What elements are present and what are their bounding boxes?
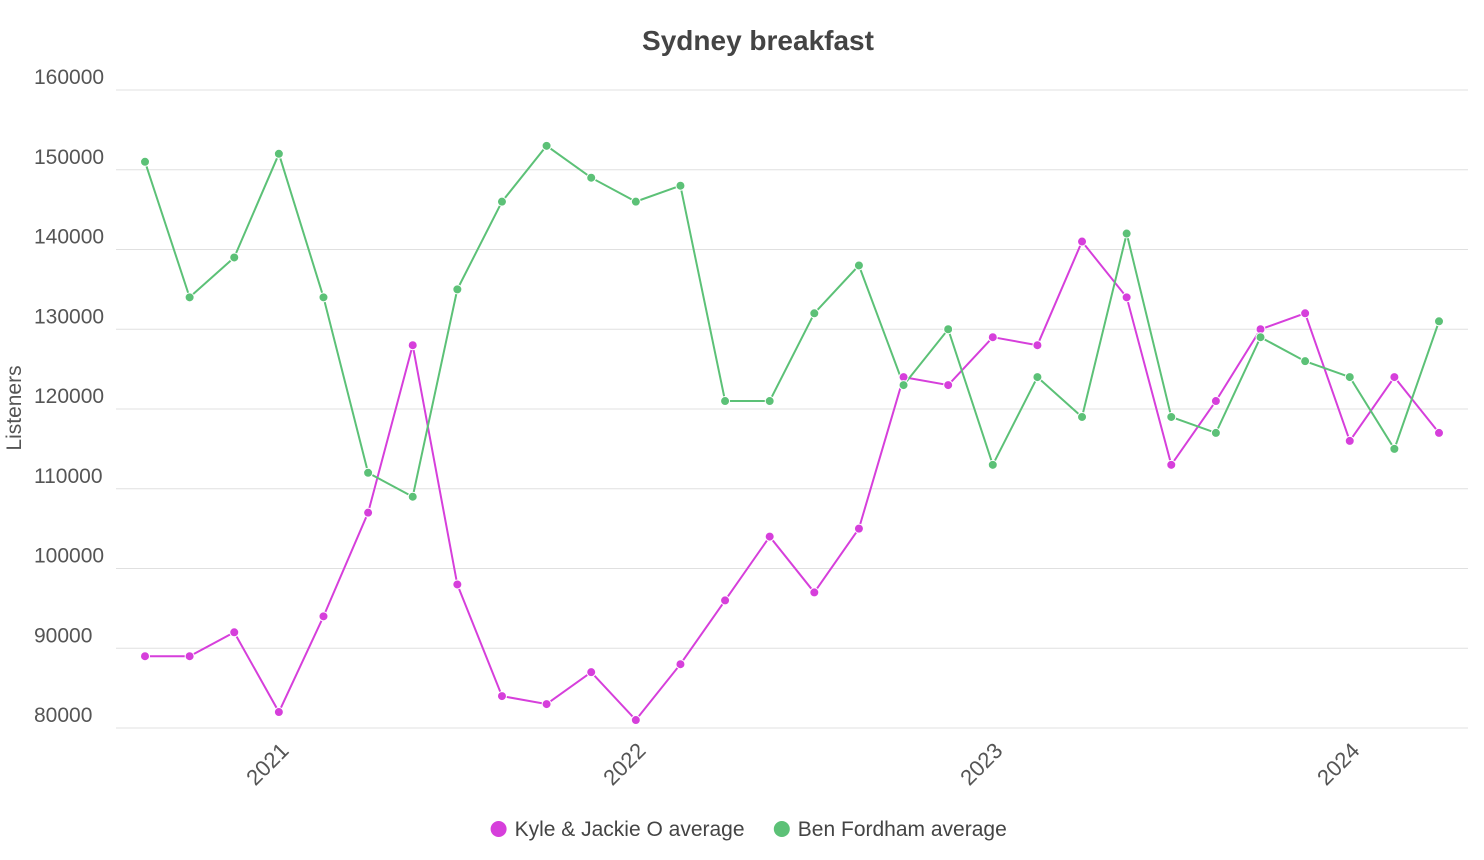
y-tick-label: 160000 <box>34 66 104 89</box>
x-tick-label: 2024 <box>1312 738 1364 790</box>
data-point[interactable] <box>987 332 998 343</box>
data-point[interactable] <box>987 459 998 470</box>
data-point[interactable] <box>1077 236 1088 247</box>
data-point[interactable] <box>1121 292 1132 303</box>
data-point[interactable] <box>1433 316 1444 327</box>
data-point[interactable] <box>541 699 552 710</box>
data-point[interactable] <box>140 156 151 167</box>
data-point[interactable] <box>853 260 864 271</box>
data-point[interactable] <box>1300 356 1311 367</box>
data-point[interactable] <box>1032 372 1043 383</box>
series-group <box>140 140 1444 726</box>
chart-title: Sydney breakfast <box>642 25 874 56</box>
data-point[interactable] <box>407 340 418 351</box>
data-point[interactable] <box>318 292 329 303</box>
y-tick-label: 110000 <box>34 465 103 488</box>
data-point[interactable] <box>1389 372 1400 383</box>
data-point[interactable] <box>809 587 820 598</box>
y-tick-label: 140000 <box>34 226 104 249</box>
data-point[interactable] <box>363 507 374 518</box>
legend-marker <box>490 821 507 837</box>
y-tick-label: 150000 <box>34 146 104 169</box>
y-axis-label: Listeners <box>3 365 26 450</box>
data-point[interactable] <box>184 292 195 303</box>
x-tick-label: 2021 <box>241 738 293 790</box>
data-point[interactable] <box>586 667 597 678</box>
data-point[interactable] <box>675 659 686 670</box>
data-point[interactable] <box>363 467 374 478</box>
data-point[interactable] <box>229 627 240 638</box>
data-point[interactable] <box>943 380 954 391</box>
series-line <box>145 239 1440 722</box>
data-point[interactable] <box>720 595 731 606</box>
data-point[interactable] <box>630 715 641 726</box>
data-point[interactable] <box>140 651 151 662</box>
data-point[interactable] <box>1210 396 1221 407</box>
data-point[interactable] <box>630 196 641 207</box>
data-point[interactable] <box>1166 411 1177 422</box>
data-point[interactable] <box>1032 340 1043 351</box>
data-point[interactable] <box>318 611 329 622</box>
series-line <box>144 144 1440 499</box>
data-point[interactable] <box>898 380 909 391</box>
data-point[interactable] <box>943 324 954 335</box>
data-point[interactable] <box>764 396 775 407</box>
y-tick-label: 120000 <box>34 385 104 408</box>
data-point[interactable] <box>720 396 731 407</box>
data-point[interactable] <box>184 651 195 662</box>
data-point[interactable] <box>1433 427 1444 438</box>
legend-marker <box>773 821 790 837</box>
y-axis-ticks: 80000 90000 100000 110000 120000 130000 140000… <box>34 66 104 727</box>
data-point[interactable] <box>586 172 597 183</box>
data-point[interactable] <box>1344 372 1355 383</box>
data-point[interactable] <box>1389 443 1400 454</box>
data-point[interactable] <box>452 579 463 590</box>
y-tick-label: 130000 <box>34 305 104 328</box>
y-tick-label: 90000 <box>34 624 92 647</box>
data-point[interactable] <box>1121 228 1132 239</box>
x-tick-label: 2022 <box>598 738 650 790</box>
data-point[interactable] <box>1166 459 1177 470</box>
data-point[interactable] <box>1255 332 1266 343</box>
data-point[interactable] <box>1344 435 1355 446</box>
data-point[interactable] <box>675 180 686 191</box>
data-point[interactable] <box>496 691 507 702</box>
x-axis-ticks: 2021 2022 2023 2024 <box>241 738 1364 790</box>
x-tick-label: 2023 <box>955 738 1007 790</box>
y-tick-label: 100000 <box>34 545 104 568</box>
data-point[interactable] <box>1077 411 1088 422</box>
data-point[interactable] <box>496 196 507 207</box>
legend-label: Kyle & Jackie O average <box>515 818 745 841</box>
data-point[interactable] <box>273 148 284 159</box>
data-point[interactable] <box>407 491 418 502</box>
legend-label: Ben Fordham average <box>798 818 1007 841</box>
legend: Kyle & Jackie O average Ben Fordham avera… <box>490 818 1007 841</box>
data-point[interactable] <box>853 523 864 534</box>
data-point[interactable] <box>1300 308 1311 319</box>
gridlines <box>116 89 1468 729</box>
data-point[interactable] <box>452 284 463 295</box>
data-point[interactable] <box>273 707 284 718</box>
data-point[interactable] <box>229 252 240 263</box>
data-point[interactable] <box>809 308 820 319</box>
data-point[interactable] <box>764 531 775 542</box>
data-point[interactable] <box>541 140 552 151</box>
data-point[interactable] <box>1210 427 1221 438</box>
y-tick-label: 80000 <box>34 704 92 727</box>
